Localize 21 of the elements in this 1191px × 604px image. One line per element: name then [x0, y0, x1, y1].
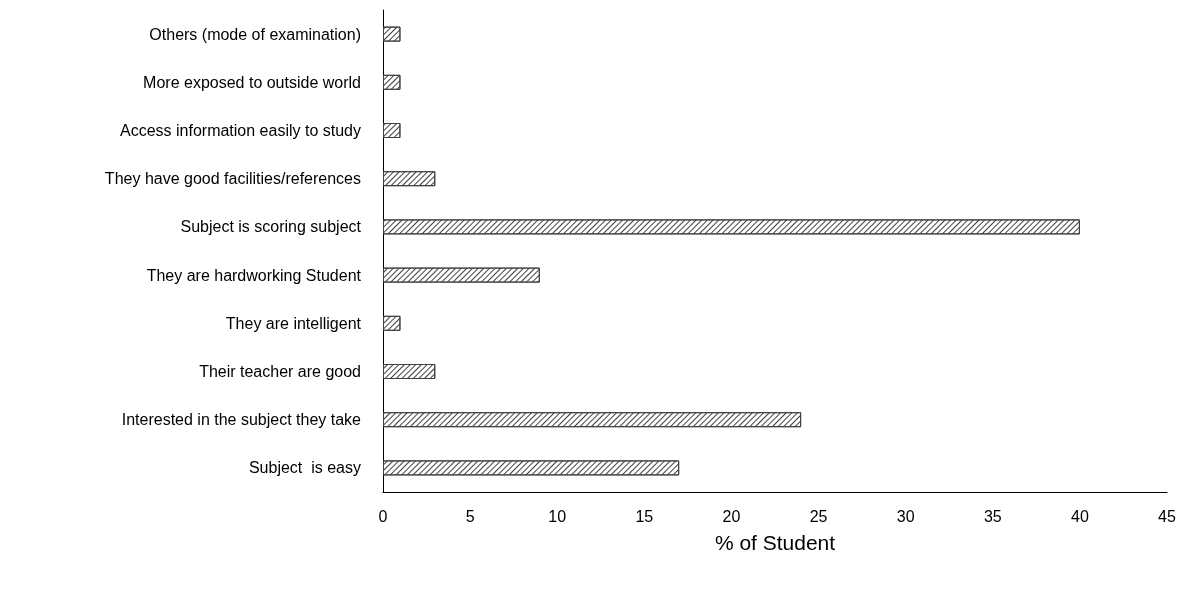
y-tick-label: Subject is easy	[248, 459, 361, 477]
y-tick-label: They have good facilities/references	[104, 170, 361, 188]
y-tick-label: They are hardworking Student	[146, 266, 362, 284]
y-tick-label: Access information easily to study	[120, 122, 361, 139]
x-axis-title: % of Student	[714, 531, 836, 554]
x-tick-label: 40	[1070, 507, 1089, 525]
x-tick-label: 0	[378, 507, 388, 525]
x-tick-label: 45	[1158, 507, 1176, 525]
x-tick-label: 15	[635, 507, 654, 525]
x-tick-label: 25	[809, 507, 828, 525]
x-tick-label: 30	[896, 507, 915, 525]
x-tick-label: 10	[548, 507, 567, 525]
x-tick-label: 35	[983, 507, 1002, 525]
y-tick-label: They are intelligent	[225, 314, 362, 332]
x-tick-label: 20	[722, 507, 741, 525]
y-tick-label: Their teacher are good	[199, 363, 361, 380]
y-tick-label: Others (mode of examination)	[149, 25, 361, 43]
x-tick-label: 5	[465, 507, 475, 525]
y-tick-label: Subject is scoring subject	[180, 218, 362, 236]
y-tick-label: More exposed to outside world	[143, 73, 361, 91]
y-tick-label: Interested in the subject they take	[121, 411, 362, 429]
